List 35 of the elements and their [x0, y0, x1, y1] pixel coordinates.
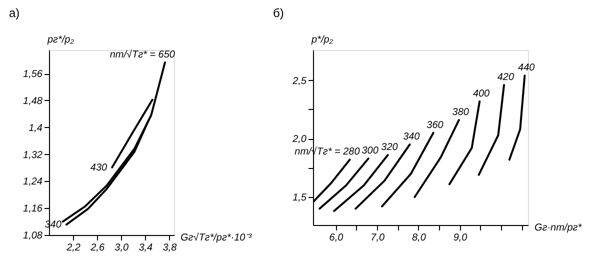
x-axis-title: Gг√Tг*/pг*·10⁻³: [180, 232, 252, 244]
y-tick-label: 1,32: [23, 150, 43, 161]
chart-title: б): [273, 6, 284, 20]
y-tick-label: 1,4: [28, 122, 43, 134]
y-tick-label: 1,16: [23, 204, 43, 215]
annotation: 340: [403, 132, 420, 142]
y-tick-label: 1,08: [23, 230, 43, 242]
x-tick-label: 2,2: [66, 242, 81, 254]
annotation: nт/√Tг* = 650: [110, 49, 176, 60]
x-tick-label: 9,0: [453, 232, 468, 244]
annotation: 300: [362, 146, 379, 156]
x-tick-label: 3,0: [114, 242, 129, 254]
y-tick-label: 2,0: [292, 134, 307, 146]
y-tick-label: 1,24: [23, 176, 43, 188]
y-tick-label: 1,48: [23, 96, 43, 107]
x-tick-label: 2,6: [90, 242, 105, 254]
x-tick-label: 6,0: [329, 232, 344, 244]
y-tick-label: 2,5: [292, 76, 307, 87]
y-axis-title: p*/p₂: [310, 34, 334, 46]
x-tick-label: 8,0: [412, 232, 426, 244]
annotation: 430: [90, 162, 108, 174]
y-tick-label: 1,5: [292, 192, 307, 204]
annotation: 320: [381, 142, 398, 153]
annotation: 400: [472, 88, 490, 100]
y-tick-label: 1,56: [23, 69, 43, 80]
x-axis-title: Gг·nт/pг*: [534, 222, 583, 234]
annotation: 420: [497, 72, 514, 83]
x-tick-label: 3,8: [162, 242, 178, 254]
annotation: 360: [426, 120, 444, 131]
y-axis-title: pг*/p₂: [46, 34, 74, 46]
chart-title: а): [9, 6, 20, 20]
annotation: 380: [452, 107, 470, 118]
annotation: 440: [518, 62, 536, 74]
x-tick-label: 7,0: [370, 232, 385, 244]
x-tick-label: 3,4: [138, 242, 154, 254]
